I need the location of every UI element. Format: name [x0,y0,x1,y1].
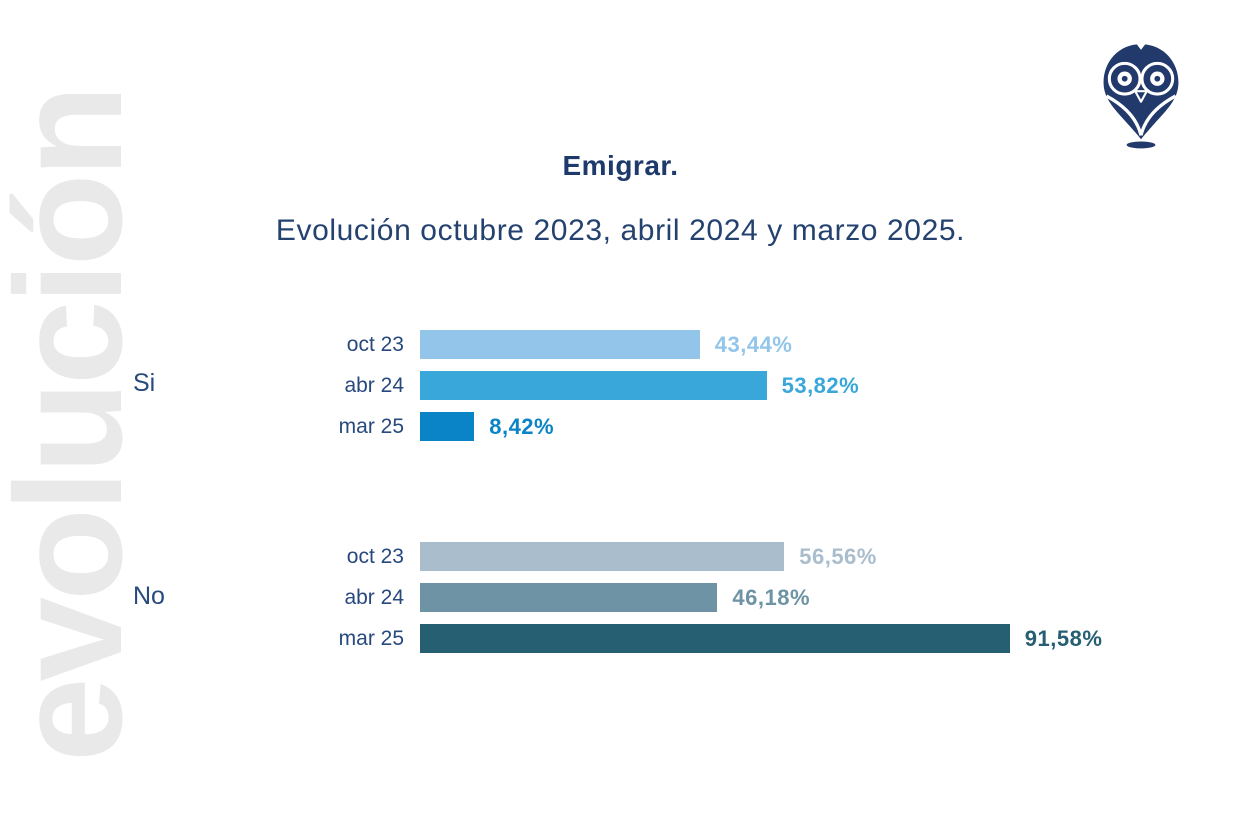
bar-row: mar 25 8,42% [305,412,1205,441]
bar-chart-group-no: oct 23 56,56% abr 24 46,18% mar 25 91,58… [305,542,1205,653]
bar-fill [420,542,785,571]
bar-fill [420,412,475,441]
bar-value-label: 91,58% [1024,625,1103,651]
group-label-si: Si [133,369,156,397]
bar-value-label: 43,44% [714,331,793,357]
bar-value-label: 8,42% [489,413,555,439]
bar-chart-group-si: oct 23 43,44% abr 24 53,82% mar 25 8,42% [305,330,1205,441]
bar-row: abr 24 53,82% [305,371,1205,400]
group-label-no: No [133,582,165,610]
period-label: mar 25 [338,414,404,438]
bar-row: abr 24 46,18% [305,583,1205,612]
bar-row: oct 23 43,44% [305,330,1205,359]
page-subtitle: Evolución octubre 2023, abril 2024 y mar… [275,214,966,247]
owl-logo [1093,38,1189,154]
watermark-evolucion: evolución [0,88,154,762]
bar-row: mar 25 91,58% [305,624,1205,653]
bar-row: oct 23 56,56% [305,542,1205,571]
bar-fill [420,624,1010,653]
bar-value-label: 46,18% [732,584,811,610]
bar-group: oct 23 43,44% abr 24 53,82% mar 25 8,42% [305,330,1205,441]
period-label: abr 24 [344,373,404,397]
bar-fill [420,330,700,359]
owl-icon [1103,42,1179,149]
period-label: mar 25 [338,626,404,650]
bar-group: oct 23 56,56% abr 24 46,18% mar 25 91,58… [305,542,1205,653]
bar-value-label: 56,56% [799,543,877,569]
period-label: abr 24 [344,585,404,609]
page-title: Emigrar. [562,150,679,181]
period-label: oct 23 [346,332,404,356]
bar-value-label: 53,82% [781,372,860,398]
bar-fill [420,371,767,400]
period-label: oct 23 [346,544,404,568]
bar-fill [420,583,718,612]
